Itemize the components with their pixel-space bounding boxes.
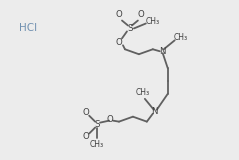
Text: O: O: [83, 132, 90, 141]
Text: O: O: [83, 108, 90, 117]
Text: O: O: [116, 38, 122, 47]
Text: N: N: [152, 107, 158, 116]
Text: CH₃: CH₃: [146, 17, 160, 26]
Text: S: S: [127, 24, 133, 33]
Text: S: S: [94, 120, 100, 129]
Text: CH₃: CH₃: [136, 88, 150, 97]
Text: HCl: HCl: [19, 24, 38, 33]
Text: CH₃: CH₃: [174, 33, 188, 42]
Text: O: O: [116, 10, 122, 19]
Text: O: O: [137, 10, 144, 19]
Text: CH₃: CH₃: [90, 140, 104, 149]
Text: O: O: [107, 115, 114, 124]
Text: N: N: [159, 47, 166, 56]
